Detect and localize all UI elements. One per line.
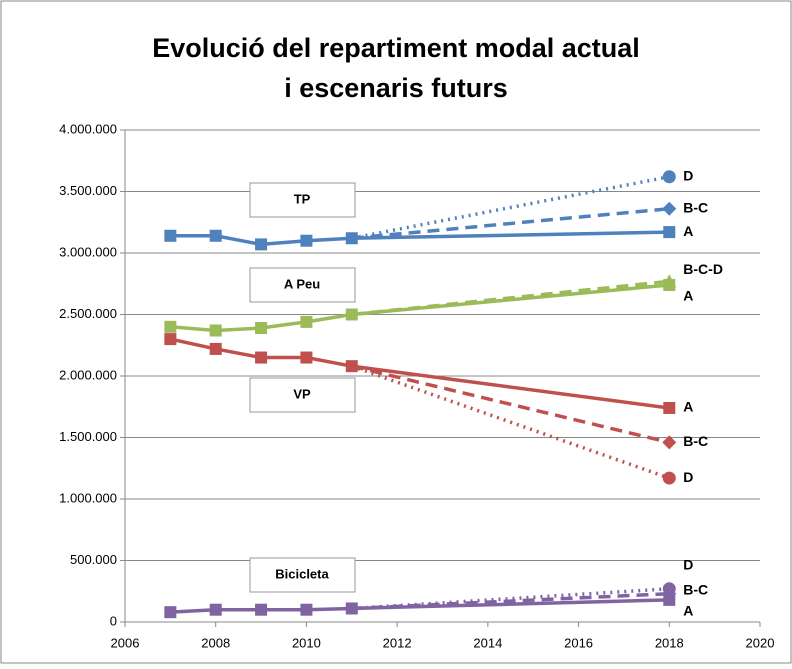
marker bbox=[663, 401, 676, 414]
series-label: D bbox=[683, 469, 693, 485]
marker bbox=[300, 351, 313, 364]
marker bbox=[209, 229, 222, 242]
marker bbox=[662, 170, 676, 184]
marker bbox=[209, 324, 222, 337]
x-tick-label: 2020 bbox=[746, 635, 775, 650]
chart-title: Evolució del repartiment modal actual bbox=[152, 33, 640, 63]
annotation: TP bbox=[294, 191, 311, 206]
annotation-box bbox=[249, 557, 356, 593]
series-label: D bbox=[683, 556, 693, 572]
marker bbox=[662, 582, 676, 596]
annotation: Bicicleta bbox=[275, 566, 329, 581]
y-tick-label: 0 bbox=[110, 613, 117, 628]
y-tick-label: 1.500.000 bbox=[59, 429, 117, 444]
x-tick-label: 2016 bbox=[564, 635, 593, 650]
series-line bbox=[351, 591, 670, 611]
y-tick-label: 4.000.000 bbox=[59, 121, 117, 136]
series-line bbox=[351, 279, 670, 317]
series-label: A bbox=[683, 288, 693, 304]
marker bbox=[164, 333, 177, 346]
marker bbox=[255, 603, 268, 616]
series-label: A bbox=[683, 603, 693, 619]
series-line bbox=[351, 175, 670, 240]
marker bbox=[662, 201, 677, 216]
annotation-box bbox=[249, 377, 356, 413]
marker bbox=[662, 274, 677, 288]
series-line bbox=[351, 206, 670, 240]
x-tick-label: 2012 bbox=[383, 635, 412, 650]
marker bbox=[255, 351, 268, 364]
marker bbox=[164, 229, 177, 242]
y-tick-label: 3.000.000 bbox=[59, 244, 117, 259]
marker bbox=[209, 342, 222, 355]
y-tick-label: 1.000.000 bbox=[59, 490, 117, 505]
series-label: A bbox=[683, 223, 693, 239]
annotation-box bbox=[249, 267, 356, 303]
series-label: A bbox=[683, 399, 693, 415]
marker bbox=[300, 315, 313, 328]
x-tick-label: 2014 bbox=[473, 635, 502, 650]
series-label: B-C-D bbox=[683, 261, 723, 277]
y-tick-label: 2.000.000 bbox=[59, 367, 117, 382]
marker bbox=[209, 603, 222, 616]
series-label: D bbox=[683, 167, 693, 183]
x-tick-label: 2006 bbox=[111, 635, 140, 650]
y-tick-label: 500.000 bbox=[70, 552, 117, 567]
series-label: B-C bbox=[683, 199, 708, 215]
x-tick-label: 2010 bbox=[292, 635, 321, 650]
marker bbox=[662, 435, 677, 450]
x-tick-label: 2008 bbox=[201, 635, 230, 650]
y-tick-label: 2.500.000 bbox=[59, 306, 117, 321]
series-line bbox=[170, 283, 670, 333]
series-label: B-C bbox=[683, 581, 708, 597]
series-line bbox=[170, 230, 670, 247]
marker bbox=[255, 238, 268, 251]
series-label: B-C bbox=[683, 433, 708, 449]
marker bbox=[164, 606, 177, 619]
annotation: VP bbox=[293, 386, 311, 401]
annotation: A Peu bbox=[284, 276, 320, 291]
marker bbox=[300, 234, 313, 247]
x-tick-label: 2018 bbox=[655, 635, 684, 650]
marker bbox=[300, 603, 313, 616]
marker bbox=[662, 471, 676, 485]
marker bbox=[164, 320, 177, 333]
marker bbox=[255, 322, 268, 335]
y-tick-label: 3.500.000 bbox=[59, 183, 117, 198]
series-line bbox=[170, 598, 670, 614]
series-line bbox=[169, 337, 670, 410]
chart-title: i escenaris futurs bbox=[284, 73, 508, 103]
marker bbox=[663, 226, 676, 239]
series-line bbox=[351, 364, 670, 445]
series-line bbox=[351, 364, 670, 480]
annotation-box bbox=[249, 182, 356, 218]
